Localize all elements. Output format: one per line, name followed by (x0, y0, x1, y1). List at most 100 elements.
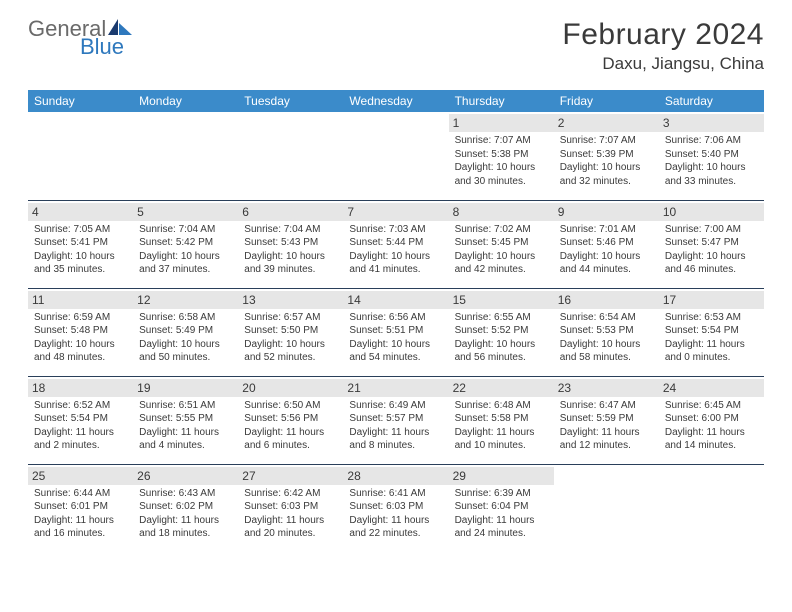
day-sunrise: Sunrise: 6:57 AM (244, 311, 337, 325)
calendar-day-cell: 8Sunrise: 7:02 AMSunset: 5:45 PMDaylight… (449, 200, 554, 288)
day-daylight2: and 46 minutes. (665, 263, 758, 277)
day-daylight1: Daylight: 11 hours (34, 514, 127, 528)
calendar-day-cell: 20Sunrise: 6:50 AMSunset: 5:56 PMDayligh… (238, 376, 343, 464)
day-sunrise: Sunrise: 6:54 AM (560, 311, 653, 325)
day-sunset: Sunset: 5:48 PM (34, 324, 127, 338)
day-sunrise: Sunrise: 7:05 AM (34, 223, 127, 237)
day-sunrise: Sunrise: 7:01 AM (560, 223, 653, 237)
day-sunrise: Sunrise: 6:59 AM (34, 311, 127, 325)
day-sunrise: Sunrise: 7:04 AM (244, 223, 337, 237)
day-number: 8 (449, 203, 554, 221)
day-daylight2: and 56 minutes. (455, 351, 548, 365)
day-daylight2: and 30 minutes. (455, 175, 548, 189)
calendar-day-cell (238, 112, 343, 200)
logo-text-blue: Blue (80, 36, 134, 58)
day-number: 26 (133, 467, 238, 485)
day-sunset: Sunset: 5:53 PM (560, 324, 653, 338)
calendar-day-cell: 4Sunrise: 7:05 AMSunset: 5:41 PMDaylight… (28, 200, 133, 288)
day-daylight1: Daylight: 11 hours (560, 426, 653, 440)
day-number: 23 (554, 379, 659, 397)
weekday-header: Tuesday (238, 90, 343, 112)
day-number: 3 (659, 114, 764, 132)
day-daylight2: and 4 minutes. (139, 439, 232, 453)
calendar-day-cell: 18Sunrise: 6:52 AMSunset: 5:54 PMDayligh… (28, 376, 133, 464)
calendar-day-cell: 2Sunrise: 7:07 AMSunset: 5:39 PMDaylight… (554, 112, 659, 200)
calendar-week-row: 4 Sunrise: 7:05 AMSunset: 5:41 PM Daylight… (28, 200, 764, 288)
day-sunrise: Sunrise: 7:07 AM (560, 134, 653, 148)
day-sunrise: Sunrise: 6:50 AM (244, 399, 337, 413)
calendar-day-cell (343, 112, 448, 200)
day-number: 21 (343, 379, 448, 397)
day-sunset: Sunset: 5:46 PM (560, 236, 653, 250)
day-daylight2: and 12 minutes. (560, 439, 653, 453)
day-sunset: Sunset: 6:03 PM (349, 500, 442, 514)
day-daylight1: Daylight: 10 hours (560, 250, 653, 264)
day-daylight2: and 16 minutes. (34, 527, 127, 541)
day-sunset: Sunset: 5:42 PM (139, 236, 232, 250)
day-sunset: Sunset: 5:52 PM (455, 324, 548, 338)
day-daylight1: Daylight: 10 hours (455, 250, 548, 264)
day-number: 1 (449, 114, 554, 132)
calendar-week-row: 11Sunrise: 6:59 AMSunset: 5:48 PMDayligh… (28, 288, 764, 376)
day-daylight1: Daylight: 10 hours (665, 161, 758, 175)
day-sunset: Sunset: 5:45 PM (455, 236, 548, 250)
day-number: 29 (449, 467, 554, 485)
day-sunrise: Sunrise: 6:52 AM (34, 399, 127, 413)
day-sunrise: Sunrise: 7:07 AM (455, 134, 548, 148)
day-number: 18 (28, 379, 133, 397)
day-number: 16 (554, 291, 659, 309)
day-daylight2: and 0 minutes. (665, 351, 758, 365)
day-daylight1: Daylight: 11 hours (244, 514, 337, 528)
day-sunrise: Sunrise: 7:03 AM (349, 223, 442, 237)
day-daylight1: Daylight: 11 hours (139, 426, 232, 440)
day-sunrise: Sunrise: 6:48 AM (455, 399, 548, 413)
day-number: 12 (133, 291, 238, 309)
day-sunset: Sunset: 6:02 PM (139, 500, 232, 514)
day-sunrise: Sunrise: 6:43 AM (139, 487, 232, 501)
weekday-header: Sunday (28, 90, 133, 112)
day-sunset: Sunset: 5:41 PM (34, 236, 127, 250)
day-number: 9 (554, 203, 659, 221)
calendar-day-cell: 23Sunrise: 6:47 AMSunset: 5:59 PMDayligh… (554, 376, 659, 464)
calendar-day-cell (554, 464, 659, 552)
calendar-day-cell: 15Sunrise: 6:55 AMSunset: 5:52 PMDayligh… (449, 288, 554, 376)
day-number: 7 (343, 203, 448, 221)
calendar-day-cell: 12Sunrise: 6:58 AMSunset: 5:49 PMDayligh… (133, 288, 238, 376)
calendar-header-row: SundayMondayTuesdayWednesdayThursdayFrid… (28, 90, 764, 112)
calendar-day-cell: 29Sunrise: 6:39 AMSunset: 6:04 PMDayligh… (449, 464, 554, 552)
day-sunset: Sunset: 5:54 PM (34, 412, 127, 426)
day-sunset: Sunset: 6:01 PM (34, 500, 127, 514)
day-number: 27 (238, 467, 343, 485)
day-sunrise: Sunrise: 6:47 AM (560, 399, 653, 413)
weekday-header: Friday (554, 90, 659, 112)
day-daylight2: and 39 minutes. (244, 263, 337, 277)
calendar-day-cell: 25Sunrise: 6:44 AMSunset: 6:01 PMDayligh… (28, 464, 133, 552)
day-daylight1: Daylight: 10 hours (244, 250, 337, 264)
day-daylight2: and 14 minutes. (665, 439, 758, 453)
day-sunset: Sunset: 5:57 PM (349, 412, 442, 426)
calendar-day-cell: 14Sunrise: 6:56 AMSunset: 5:51 PMDayligh… (343, 288, 448, 376)
calendar-day-cell: 7Sunrise: 7:03 AMSunset: 5:44 PMDaylight… (343, 200, 448, 288)
day-sunset: Sunset: 6:04 PM (455, 500, 548, 514)
day-daylight2: and 6 minutes. (244, 439, 337, 453)
day-daylight2: and 44 minutes. (560, 263, 653, 277)
day-number: 19 (133, 379, 238, 397)
calendar-week-row: 1Sunrise: 7:07 AMSunset: 5:38 PMDaylight… (28, 112, 764, 200)
calendar-day-cell: 11Sunrise: 6:59 AMSunset: 5:48 PMDayligh… (28, 288, 133, 376)
day-sunset: Sunset: 5:49 PM (139, 324, 232, 338)
day-daylight2: and 24 minutes. (455, 527, 548, 541)
day-number: 24 (659, 379, 764, 397)
day-sunset: Sunset: 5:54 PM (665, 324, 758, 338)
day-daylight2: and 8 minutes. (349, 439, 442, 453)
calendar-day-cell: 6Sunrise: 7:04 AMSunset: 5:43 PMDaylight… (238, 200, 343, 288)
day-daylight1: Daylight: 10 hours (560, 161, 653, 175)
day-daylight1: Daylight: 10 hours (244, 338, 337, 352)
logo: GeneralBlue (28, 18, 134, 58)
day-number: 4 (28, 203, 133, 221)
calendar-week-row: 25Sunrise: 6:44 AMSunset: 6:01 PMDayligh… (28, 464, 764, 552)
calendar-table: SundayMondayTuesdayWednesdayThursdayFrid… (28, 90, 764, 552)
calendar-day-cell: 28Sunrise: 6:41 AMSunset: 6:03 PMDayligh… (343, 464, 448, 552)
calendar-day-cell: 13Sunrise: 6:57 AMSunset: 5:50 PMDayligh… (238, 288, 343, 376)
day-daylight1: Daylight: 11 hours (349, 426, 442, 440)
day-sunrise: Sunrise: 6:56 AM (349, 311, 442, 325)
